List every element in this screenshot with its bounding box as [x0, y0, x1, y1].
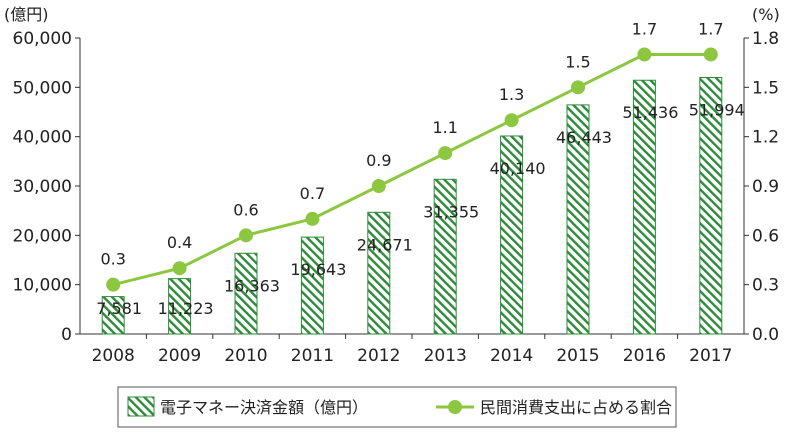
left-axis-unit: (億円) [4, 5, 49, 24]
bar-value-label: 31,355 [423, 202, 479, 221]
left-tick-label: 20,000 [13, 226, 72, 246]
bar-value-label: 16,363 [224, 276, 280, 295]
left-tick-label: 60,000 [13, 29, 72, 49]
line-value-label: 0.7 [300, 184, 325, 203]
x-tick-label: 2009 [158, 346, 201, 366]
legend-bar-swatch [127, 396, 155, 417]
line-value-label: 1.7 [698, 19, 723, 38]
right-tick-label: 0.9 [752, 177, 779, 197]
legend-line-label: 民間消費支出に占める割合 [480, 398, 672, 417]
line-point [106, 277, 121, 292]
right-tick-label: 1.8 [752, 29, 779, 49]
bar [433, 178, 457, 335]
line-point [172, 261, 187, 276]
legend-frame [117, 386, 677, 428]
line-value-label: 1.7 [632, 19, 657, 38]
right-tick-label: 0.0 [752, 325, 779, 345]
bar-value-label: 11,223 [158, 299, 214, 318]
line-point [703, 47, 718, 62]
x-tick-label: 2013 [424, 346, 467, 366]
bar [234, 252, 258, 335]
x-axis-ticks: 2008 2009 2010 2011 2012 2013 2014 2015 2016 2017 [92, 334, 732, 366]
x-tick-label: 2010 [224, 346, 267, 366]
x-tick-label: 2011 [291, 346, 334, 366]
x-tick-label: 2008 [92, 346, 135, 366]
line-point [239, 228, 253, 243]
bar [300, 236, 324, 335]
x-tick-label: 2014 [490, 346, 533, 366]
legend-line-marker [448, 400, 462, 414]
x-tick-label: 2016 [623, 346, 666, 366]
left-tick-label: 10,000 [13, 276, 72, 296]
right-axis-unit: (%) [752, 5, 780, 24]
line-point [637, 47, 652, 62]
right-tick-label: 0.6 [752, 226, 779, 246]
line-point [504, 113, 519, 128]
bar-value-label: 51,436 [622, 103, 678, 122]
left-axis-ticks: 0 10,000 20,000 30,000 40,000 50,000 60,000 [13, 29, 80, 345]
bar-value-label: 51,994 [689, 100, 745, 119]
line-point [438, 146, 453, 161]
line-point [305, 211, 320, 226]
bar [168, 278, 192, 335]
line-value-label: 0.9 [366, 151, 391, 170]
bar-value-label: 24,671 [357, 235, 413, 254]
line-point [371, 179, 386, 193]
bar-value-labels: 7,581 11,223 16,363 19,643 24,671 31,355 40,14… [96, 100, 744, 318]
bar [500, 135, 524, 335]
bar-value-label: 46,443 [556, 128, 612, 147]
line-value-label: 1.3 [499, 85, 524, 104]
bar [699, 76, 723, 335]
bar-value-label: 40,140 [490, 159, 546, 178]
left-tick-label: 30,000 [13, 177, 72, 197]
right-tick-label: 1.2 [752, 128, 779, 148]
bar-series [101, 76, 723, 335]
right-tick-label: 0.3 [752, 276, 779, 296]
left-tick-label: 0 [61, 325, 72, 345]
line-series [106, 47, 718, 292]
right-axis-ticks: 0.0 0.3 0.6 0.9 1.2 1.5 1.8 [744, 29, 779, 345]
line-point [571, 80, 585, 95]
bar-value-label: 7,581 [96, 299, 142, 318]
bar [632, 79, 656, 335]
line-value-labels: 0.3 0.4 0.6 0.7 0.9 1.1 1.3 1.5 1.7 1.7 [100, 19, 723, 268]
line-value-label: 0.6 [233, 200, 258, 219]
line-value-label: 0.4 [167, 233, 192, 252]
bar [566, 104, 590, 335]
series-line [112, 52, 711, 287]
left-tick-label: 50,000 [13, 78, 72, 98]
line-value-label: 1.5 [565, 52, 590, 71]
bar [101, 296, 125, 335]
left-tick-label: 40,000 [13, 128, 72, 148]
legend-bar-label: 電子マネー決済金額（億円） [160, 398, 368, 417]
x-tick-label: 2017 [689, 346, 732, 366]
legend: 電子マネー決済金額（億円） 民間消費支出に占める割合 [117, 386, 677, 428]
bar-value-label: 19,643 [290, 260, 346, 279]
x-tick-label: 2012 [357, 346, 400, 366]
x-tick-label: 2015 [556, 346, 599, 366]
line-value-label: 1.1 [432, 118, 457, 137]
line-value-label: 0.3 [100, 250, 125, 269]
right-tick-label: 1.5 [752, 78, 779, 98]
bar [367, 211, 391, 335]
